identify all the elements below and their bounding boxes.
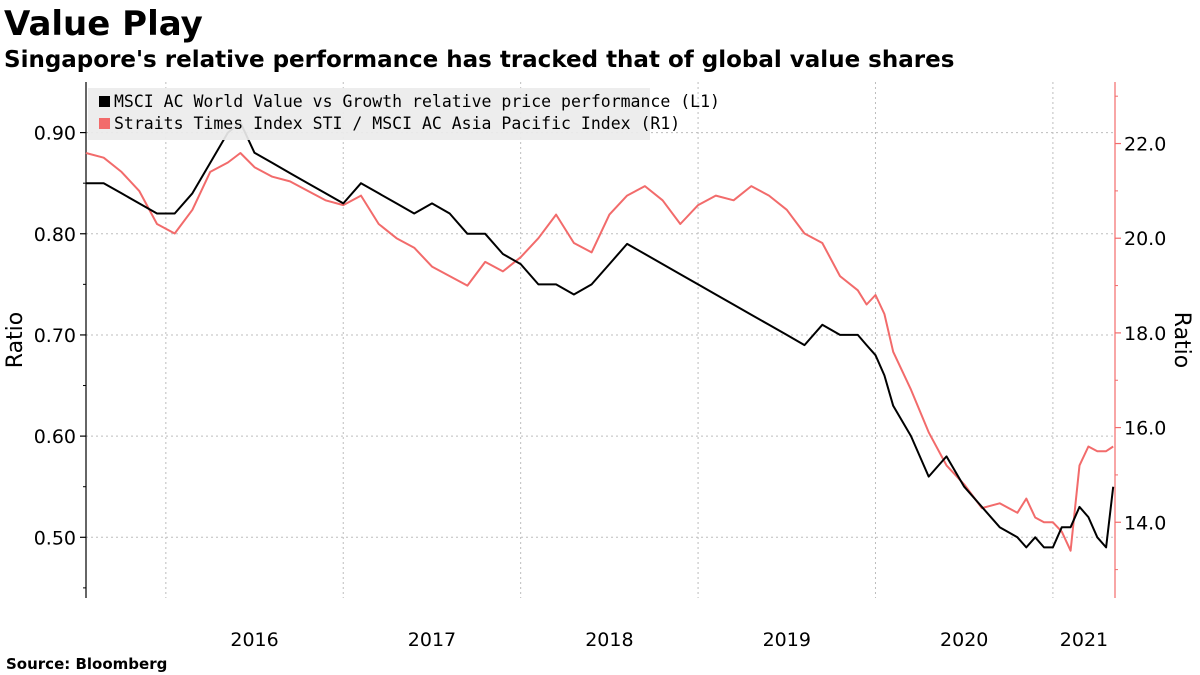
right-tick-label: 20.0	[1124, 228, 1166, 250]
axes	[85, 82, 1116, 598]
left-tick-label: 0.90	[34, 123, 76, 145]
legend-swatch-series-1	[99, 96, 110, 107]
right-tick-label: 14.0	[1124, 512, 1166, 534]
x-tick-label: 2017	[408, 629, 456, 651]
right-tick-label: 16.0	[1124, 418, 1166, 440]
x-tick-label: 2019	[763, 629, 811, 651]
series-lines	[85, 121, 1115, 552]
x-tick-label: 2021	[1060, 629, 1108, 651]
series-line-1	[86, 121, 1115, 549]
right-axis-ticks: 22.0 20.0 18.0 16.0 14.0	[1115, 95, 1166, 571]
chart-title: Value Play	[4, 4, 203, 44]
right-tick-label: 18.0	[1124, 323, 1166, 345]
legend-label-series-2: Straits Times Index STI / MSCI AC Asia P…	[114, 114, 680, 133]
left-tick-label: 0.50	[34, 527, 76, 549]
x-axis-ticks: 2016 2017 2018 2019 2020 2021	[230, 629, 1108, 651]
x-tick-label: 2020	[940, 629, 988, 651]
left-axis-title: Ratio	[3, 312, 28, 368]
legend-swatch-series-2	[99, 118, 110, 129]
chart-subtitle: Singapore's relative performance has tra…	[4, 47, 955, 73]
left-axis-ticks: 0.90 0.80 0.70 0.60 0.50	[34, 123, 86, 589]
series-line-2	[85, 152, 1114, 552]
legend: MSCI AC World Value vs Growth relative p…	[88, 88, 720, 140]
source-note: Source: Bloomberg	[6, 655, 168, 673]
grid	[86, 82, 1115, 598]
left-tick-label: 0.60	[34, 426, 76, 448]
right-tick-label: 22.0	[1124, 134, 1166, 156]
left-tick-label: 0.70	[34, 325, 76, 347]
legend-label-series-1: MSCI AC World Value vs Growth relative p…	[114, 92, 720, 111]
x-tick-label: 2016	[230, 629, 278, 651]
left-tick-label: 0.80	[34, 224, 76, 246]
x-tick-label: 2018	[585, 629, 633, 651]
legend-background	[88, 88, 650, 140]
right-axis-title: Ratio	[1169, 312, 1194, 368]
